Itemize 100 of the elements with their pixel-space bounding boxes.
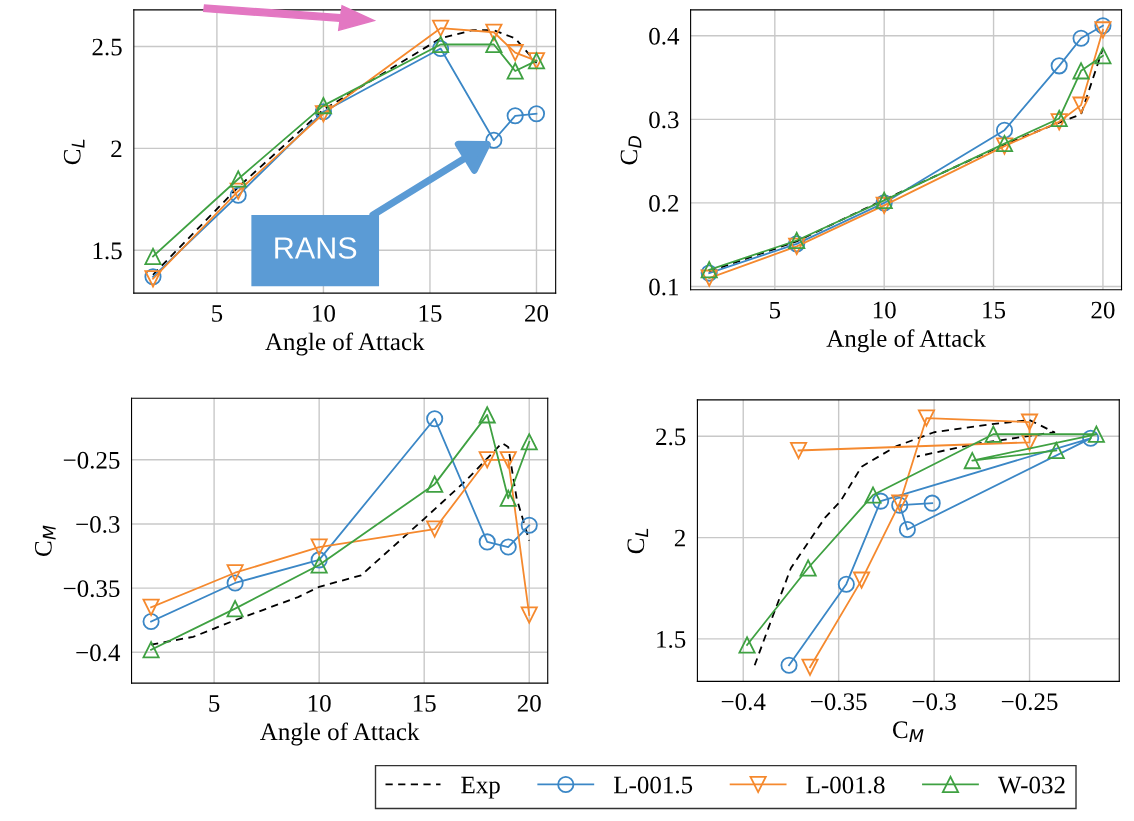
- y-tick-label: 2: [111, 140, 122, 158]
- point: [226, 574, 244, 592]
- x-tick-label: 5: [770, 301, 781, 319]
- point: [144, 247, 162, 265]
- point: [226, 564, 244, 582]
- point: [788, 231, 806, 250]
- point: [229, 182, 247, 200]
- y-axis-title: C$_{L}$: [627, 528, 649, 554]
- x-tick-label: 15: [413, 695, 436, 712]
- x-tick-label: 20: [1091, 301, 1115, 319]
- point: [527, 105, 546, 123]
- point: [917, 409, 936, 427]
- point: [923, 494, 941, 512]
- point: [738, 636, 756, 654]
- point: [506, 44, 524, 62]
- point: [995, 121, 1014, 139]
- x-tick-label: 10: [313, 304, 335, 322]
- point: [485, 131, 503, 149]
- point: [432, 35, 450, 54]
- point: [485, 35, 503, 54]
- point: [1094, 47, 1112, 65]
- point: [984, 425, 1002, 443]
- point: [790, 441, 808, 460]
- point: [520, 516, 538, 534]
- point: [1020, 413, 1039, 431]
- x-tick-label: 5: [212, 305, 223, 322]
- point: [1072, 96, 1090, 114]
- point: [1072, 29, 1090, 47]
- x-tick-label: 10: [308, 694, 331, 712]
- point: [426, 410, 444, 428]
- y-tick-label: 0.2: [649, 194, 679, 212]
- point: [1094, 17, 1112, 35]
- point: [780, 656, 798, 674]
- point: [506, 107, 524, 125]
- y-tick-label: 2.5: [656, 428, 686, 446]
- x-tick-label: −0.4: [721, 693, 766, 711]
- y-tick-label: 1.5: [93, 242, 122, 260]
- point: [499, 451, 517, 469]
- y-axis-title: C$_{D}$: [620, 135, 642, 165]
- point: [142, 641, 160, 659]
- point: [142, 598, 160, 616]
- point: [1047, 441, 1065, 460]
- x-axis-title: Angle of Attack: [265, 332, 425, 356]
- legend-label: Exp: [461, 776, 500, 799]
- point: [799, 559, 817, 577]
- y-tick-label: 2: [674, 529, 685, 547]
- point: [432, 40, 450, 58]
- point: [837, 575, 855, 593]
- x-tick-label: 20: [525, 304, 549, 322]
- point: [485, 23, 503, 41]
- point: [426, 475, 444, 493]
- point: [314, 97, 332, 115]
- y-tick-label: −0.3: [76, 515, 120, 533]
- point: [520, 433, 538, 451]
- point: [872, 492, 890, 510]
- x-tick-label: 15: [983, 301, 1006, 319]
- point: [700, 269, 718, 287]
- point: [506, 62, 524, 80]
- x-tick-label: −0.25: [1001, 693, 1058, 711]
- x-tick-label: −0.3: [912, 693, 956, 711]
- x-tick-label: −0.35: [810, 693, 867, 711]
- x-axis-title: C$_{M}$: [892, 721, 924, 743]
- y-tick-label: 2.5: [92, 38, 122, 56]
- point: [310, 538, 328, 556]
- point: [226, 600, 244, 618]
- point: [426, 520, 444, 538]
- legend-label: L-001.5: [614, 776, 693, 794]
- point: [1087, 425, 1105, 443]
- point: [520, 606, 538, 624]
- point: [853, 571, 871, 589]
- point: [1020, 433, 1039, 451]
- point: [1094, 21, 1112, 39]
- y-tick-label: 0.3: [649, 111, 679, 129]
- annotation: RANS: [275, 237, 357, 259]
- point: [432, 19, 450, 37]
- point: [499, 538, 517, 556]
- point: [1050, 57, 1068, 75]
- point: [499, 489, 517, 507]
- point: [229, 170, 247, 188]
- point: [1072, 62, 1090, 80]
- point: [310, 551, 328, 569]
- y-tick-label: −0.4: [76, 644, 121, 662]
- y-axis-title: C$_{L}$: [63, 139, 85, 165]
- point: [478, 533, 496, 551]
- x-axis-title: Angle of Attack: [260, 722, 420, 746]
- x-tick-label: 15: [419, 305, 442, 322]
- point: [1082, 429, 1100, 447]
- y-tick-label: 1.5: [657, 631, 686, 648]
- x-axis-title: Angle of Attack: [826, 329, 986, 353]
- y-tick-label: −0.25: [63, 451, 120, 469]
- point: [142, 612, 160, 631]
- point: [478, 451, 496, 469]
- y-tick-label: 0.1: [649, 278, 678, 296]
- x-tick-label: 10: [873, 301, 896, 319]
- y-tick-label: 0.4: [649, 27, 680, 45]
- legend-label: W-032: [997, 776, 1065, 794]
- point: [1050, 109, 1068, 128]
- y-axis-title: C$_{M}$: [34, 525, 56, 556]
- point: [898, 520, 916, 539]
- point: [229, 186, 247, 204]
